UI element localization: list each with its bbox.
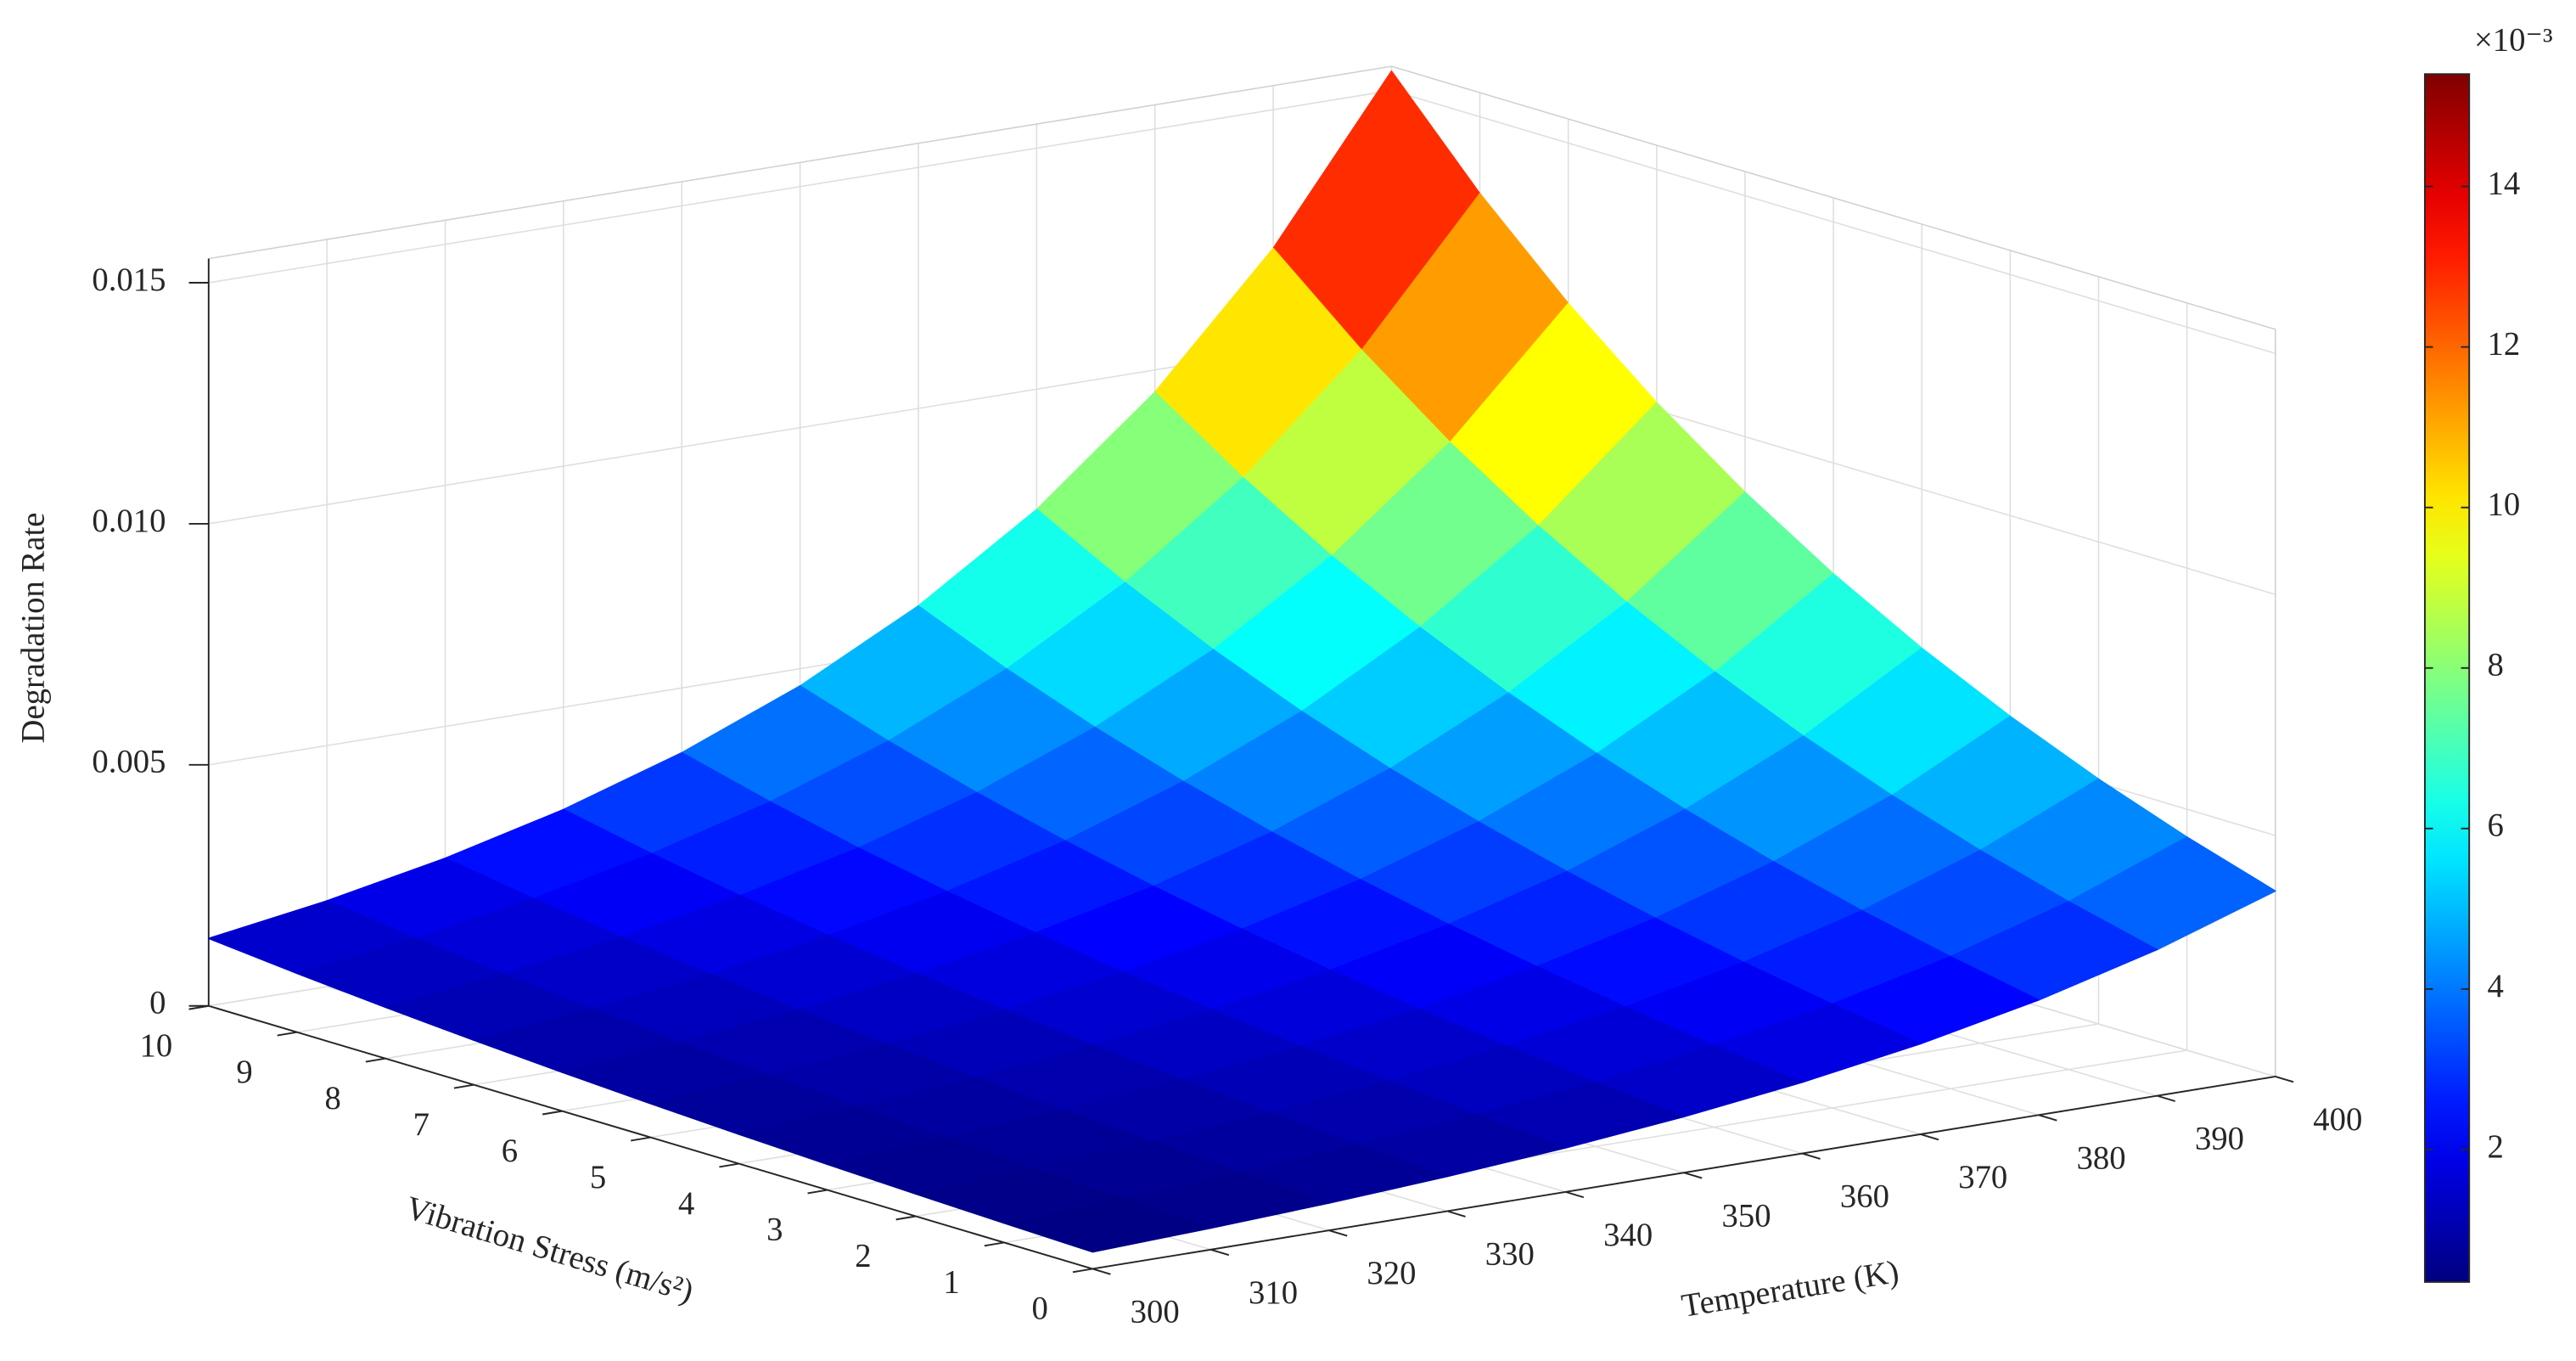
x-axis-label: Temperature (K)	[1679, 1254, 1901, 1324]
x-tick	[1683, 1172, 1703, 1179]
y-tick	[719, 1162, 739, 1168]
x-tick-label: 340	[1603, 1218, 1653, 1253]
x-tick-label: 360	[1840, 1179, 1889, 1215]
surface-face	[1003, 1198, 1212, 1253]
x-tick	[2038, 1114, 2057, 1122]
grid-line	[1391, 89, 2276, 354]
x-tick	[2157, 1094, 2175, 1102]
box-edge	[208, 65, 1392, 260]
y-tick	[807, 1189, 828, 1195]
x-tick	[1092, 1268, 1111, 1275]
colorbar-tick-label: 2	[2487, 1129, 2503, 1165]
x-tick	[1446, 1210, 1466, 1218]
y-tick-label: 2	[855, 1239, 871, 1274]
x-tick-label: 400	[2313, 1102, 2362, 1138]
x-tick-label: 370	[1958, 1160, 2007, 1195]
colorbar: ×10⁻³ 2 4 6 8 10 12 14	[2423, 22, 2553, 1283]
x-tick-label: 380	[2077, 1140, 2126, 1176]
x-tick	[2275, 1076, 2294, 1083]
z-tick-label: 0.010	[92, 503, 166, 539]
y-tick	[542, 1110, 563, 1116]
y-tick-label: 5	[590, 1160, 606, 1195]
y-tick	[188, 1004, 209, 1010]
y-tick	[453, 1083, 474, 1089]
x-tick	[1565, 1190, 1585, 1199]
colorbar-tick-label: 6	[2487, 808, 2503, 844]
colorbar-exponent: ×10⁻³	[2474, 22, 2553, 58]
colorbar-tick-label: 12	[2487, 327, 2520, 363]
x-tick-label: 310	[1249, 1275, 1298, 1311]
x-tick-label: 390	[2195, 1122, 2244, 1157]
y-axis-label: Vibration Stress (m/s²)	[401, 1190, 697, 1310]
x-tick-label: 350	[1721, 1198, 1771, 1234]
y-tick	[277, 1031, 298, 1037]
y-tick	[631, 1136, 651, 1142]
z-tick-label: 0.005	[92, 745, 166, 780]
z-axis-label: Degradation Rate	[15, 513, 51, 744]
y-tick-label: 8	[324, 1081, 340, 1116]
colorbar-tick-label: 4	[2487, 969, 2503, 1004]
x-tick-label: 330	[1485, 1237, 1535, 1273]
box-edge	[1391, 65, 2276, 330]
y-tick-label: 9	[236, 1054, 252, 1090]
y-tick	[1072, 1268, 1093, 1274]
colorbar-bar	[2423, 73, 2471, 1283]
grid-line	[208, 89, 1392, 284]
y-tick-label: 1	[943, 1265, 959, 1301]
y-tick	[984, 1241, 1005, 1247]
y-tick-label: 0	[1032, 1291, 1048, 1327]
x-tick-label: 300	[1131, 1295, 1180, 1330]
y-tick-label: 3	[766, 1212, 783, 1248]
y-tick	[365, 1057, 386, 1063]
z-tick-label: 0.015	[92, 262, 166, 298]
axes	[188, 258, 2294, 1275]
y-tick-label: 4	[678, 1186, 694, 1222]
y-tick-label: 6	[502, 1133, 518, 1169]
x-tick	[1802, 1152, 1821, 1160]
colorbar-tick-label: 8	[2487, 648, 2503, 683]
y-tick-label: 7	[413, 1107, 429, 1143]
x-tick	[1210, 1248, 1230, 1257]
z-tick-label: 0	[149, 986, 166, 1021]
surface	[208, 70, 2276, 1253]
x-tick	[1328, 1229, 1348, 1237]
colorbar-tick-label: 10	[2487, 487, 2520, 523]
y-tick-label: 10	[140, 1028, 173, 1064]
x-tick-label: 320	[1367, 1256, 1416, 1291]
y-tick	[895, 1215, 917, 1221]
x-tick	[1920, 1133, 1939, 1141]
colorbar-tick-label: 14	[2487, 166, 2520, 201]
